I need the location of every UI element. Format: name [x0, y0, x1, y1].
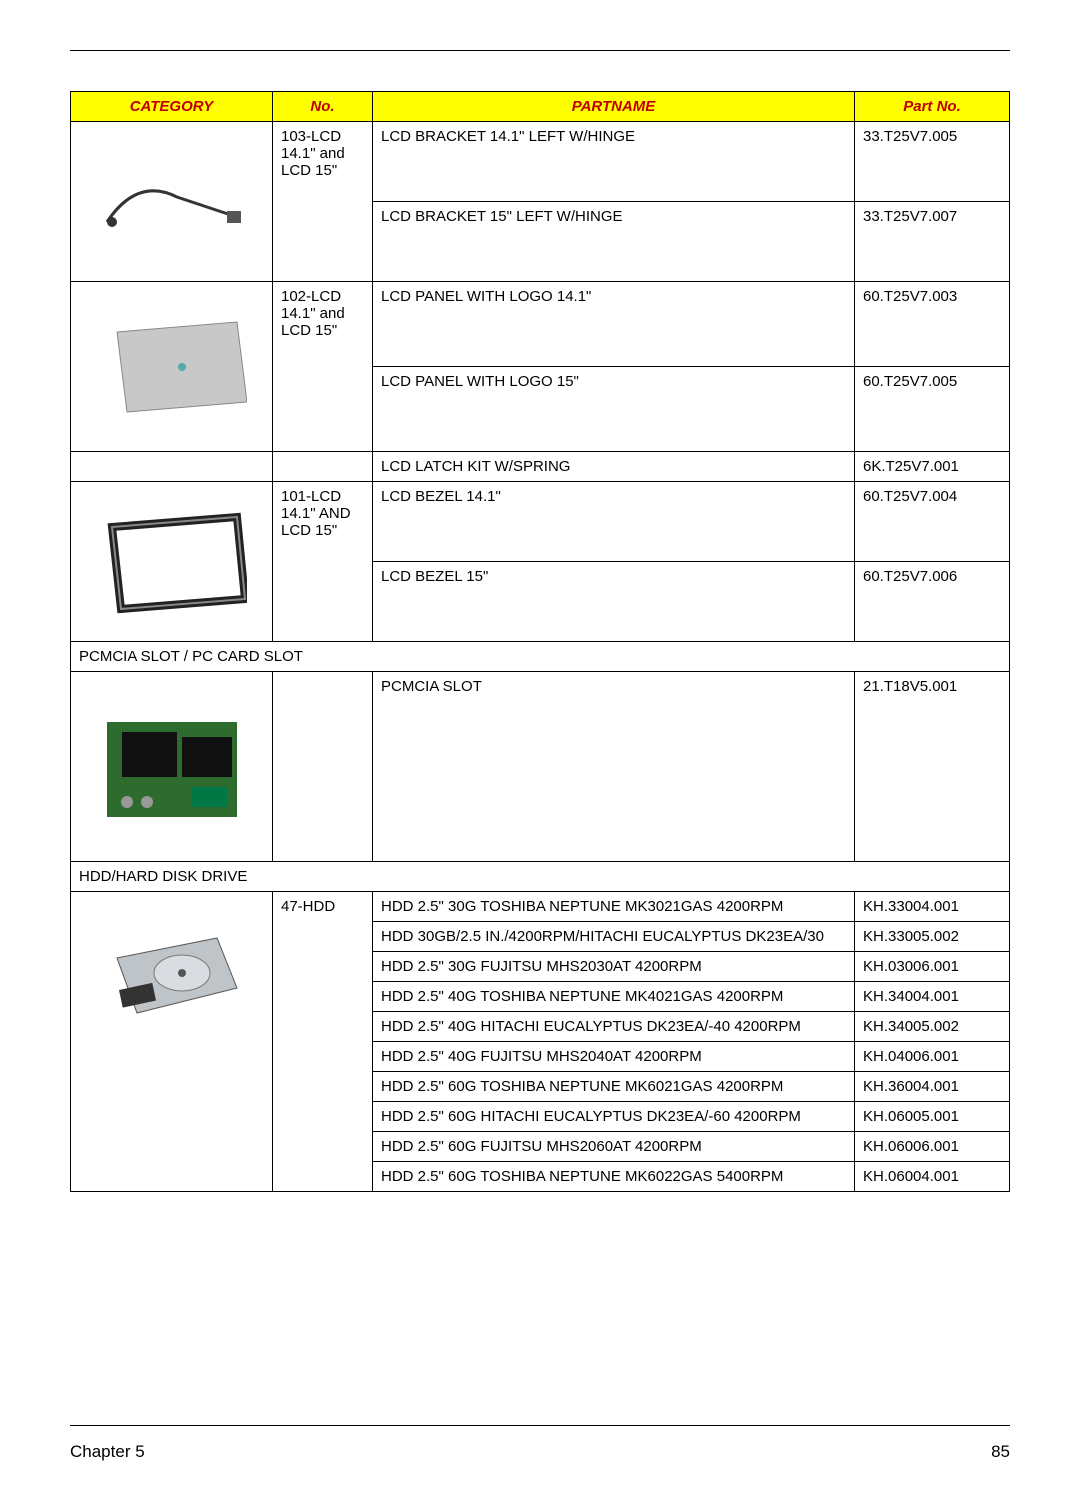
category-image-cell [71, 892, 273, 1192]
cell: HDD 2.5" 40G TOSHIBA NEPTUNE MK4021GAS 4… [373, 982, 855, 1012]
cell: HDD 2.5" 30G TOSHIBA NEPTUNE MK3021GAS 4… [373, 892, 855, 922]
col-header: No. [273, 92, 373, 122]
cell: KH.06005.001 [855, 1102, 1010, 1132]
footer-chapter: Chapter 5 [70, 1442, 145, 1462]
cell: 60.T25V7.004 [855, 482, 1010, 562]
col-header: Part No. [855, 92, 1010, 122]
category-image-cell [71, 672, 273, 862]
table-row: PCMCIA SLOT21.T18V5.001 [71, 672, 1010, 862]
cell: LCD BEZEL 15" [373, 562, 855, 642]
cell: LCD PANEL WITH LOGO 14.1" [373, 282, 855, 367]
cell: KH.33005.002 [855, 922, 1010, 952]
cell: HDD 2.5" 60G TOSHIBA NEPTUNE MK6022GAS 5… [373, 1162, 855, 1192]
no-cell: 101-LCD14.1" ANDLCD 15" [273, 482, 373, 642]
cell: HDD 30GB/2.5 IN./4200RPM/HITACHI EUCALYP… [373, 922, 855, 952]
section-row: PCMCIA SLOT / PC CARD SLOT [71, 642, 1010, 672]
hdd-image [79, 898, 264, 1058]
cell: HDD 2.5" 60G FUJITSU MHS2060AT 4200RPM [373, 1132, 855, 1162]
parts-table: CATEGORYNo.PARTNAMEPart No. 103-LCD14.1"… [70, 91, 1010, 1192]
cell: HDD 2.5" 40G HITACHI EUCALYPTUS DK23EA/-… [373, 1012, 855, 1042]
cell: 33.T25V7.007 [855, 202, 1010, 282]
cell: 60.T25V7.003 [855, 282, 1010, 367]
cell: 6K.T25V7.001 [855, 452, 1010, 482]
no-cell [273, 672, 373, 862]
no-cell: 47-HDD [273, 892, 373, 1192]
cell: 21.T18V5.001 [855, 672, 1010, 862]
cell [71, 452, 273, 482]
footer-pageno: 85 [991, 1442, 1010, 1462]
cell: KH.34005.002 [855, 1012, 1010, 1042]
cell: 33.T25V7.005 [855, 122, 1010, 202]
no-cell: 102-LCD14.1" andLCD 15" [273, 282, 373, 452]
section-row: HDD/HARD DISK DRIVE [71, 862, 1010, 892]
table-row: 103-LCD14.1" andLCD 15"LCD BRACKET 14.1"… [71, 122, 1010, 202]
category-image-cell [71, 122, 273, 282]
col-header: CATEGORY [71, 92, 273, 122]
col-header: PARTNAME [373, 92, 855, 122]
cell: 60.T25V7.005 [855, 367, 1010, 452]
cell: HDD 2.5" 60G HITACHI EUCALYPTUS DK23EA/-… [373, 1102, 855, 1132]
cell: LCD BRACKET 15" LEFT W/HINGE [373, 202, 855, 282]
pcmcia-board-image [79, 682, 264, 852]
cell: HDD 2.5" 60G TOSHIBA NEPTUNE MK6021GAS 4… [373, 1072, 855, 1102]
top-rule [70, 50, 1010, 51]
table-body: 103-LCD14.1" andLCD 15"LCD BRACKET 14.1"… [71, 122, 1010, 1192]
cell: KH.34004.001 [855, 982, 1010, 1012]
lcd-panel-image [79, 292, 264, 442]
cell: 60.T25V7.006 [855, 562, 1010, 642]
bracket-hinge-image [79, 132, 264, 272]
section-label: HDD/HARD DISK DRIVE [71, 862, 1010, 892]
table-row: 101-LCD14.1" ANDLCD 15"LCD BEZEL 14.1"60… [71, 482, 1010, 562]
cell: LCD PANEL WITH LOGO 15" [373, 367, 855, 452]
lcd-bezel-image [79, 492, 264, 632]
cell: HDD 2.5" 30G FUJITSU MHS2030AT 4200RPM [373, 952, 855, 982]
section-label: PCMCIA SLOT / PC CARD SLOT [71, 642, 1010, 672]
page-footer: Chapter 5 85 [70, 1425, 1010, 1462]
cell: KH.04006.001 [855, 1042, 1010, 1072]
cell: KH.06004.001 [855, 1162, 1010, 1192]
cell: KH.36004.001 [855, 1072, 1010, 1102]
cell [273, 452, 373, 482]
cell: LCD BRACKET 14.1" LEFT W/HINGE [373, 122, 855, 202]
table-row: LCD LATCH KIT W/SPRING6K.T25V7.001 [71, 452, 1010, 482]
cell: PCMCIA SLOT [373, 672, 855, 862]
cell: KH.03006.001 [855, 952, 1010, 982]
category-image-cell [71, 282, 273, 452]
cell: KH.33004.001 [855, 892, 1010, 922]
cell: LCD BEZEL 14.1" [373, 482, 855, 562]
cell: LCD LATCH KIT W/SPRING [373, 452, 855, 482]
table-row: 47-HDDHDD 2.5" 30G TOSHIBA NEPTUNE MK302… [71, 892, 1010, 922]
table-row: 102-LCD14.1" andLCD 15"LCD PANEL WITH LO… [71, 282, 1010, 367]
cell: KH.06006.001 [855, 1132, 1010, 1162]
no-cell: 103-LCD14.1" andLCD 15" [273, 122, 373, 282]
cell: HDD 2.5" 40G FUJITSU MHS2040AT 4200RPM [373, 1042, 855, 1072]
category-image-cell [71, 482, 273, 642]
table-header-row: CATEGORYNo.PARTNAMEPart No. [71, 92, 1010, 122]
